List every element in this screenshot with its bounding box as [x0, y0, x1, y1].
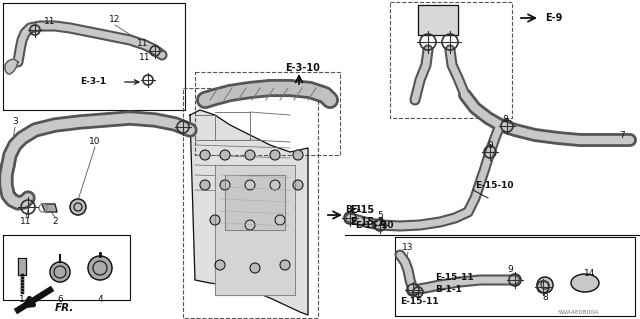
Text: 4: 4: [97, 295, 103, 305]
Text: 7: 7: [619, 130, 625, 139]
Text: B-1: B-1: [345, 205, 362, 214]
Text: E-3-10: E-3-10: [285, 63, 320, 73]
Text: 10: 10: [89, 137, 100, 146]
Text: 1: 1: [19, 295, 25, 305]
Text: 11: 11: [44, 18, 56, 26]
Text: 12: 12: [109, 16, 121, 25]
Circle shape: [210, 215, 220, 225]
Polygon shape: [215, 165, 295, 295]
Text: 9: 9: [487, 140, 493, 150]
Text: 13: 13: [403, 242, 413, 251]
Polygon shape: [190, 110, 308, 315]
Text: 5: 5: [377, 211, 383, 219]
Text: 11: 11: [20, 218, 32, 226]
Circle shape: [220, 180, 230, 190]
Polygon shape: [18, 258, 26, 275]
Text: 11: 11: [140, 54, 151, 63]
Text: B-1-1: B-1-1: [435, 286, 462, 294]
Text: 9: 9: [507, 265, 513, 275]
Circle shape: [50, 262, 70, 282]
Circle shape: [220, 150, 230, 160]
Text: E-15-11: E-15-11: [400, 298, 438, 307]
Text: E-15-10: E-15-10: [355, 220, 394, 229]
Polygon shape: [5, 59, 18, 74]
Text: 14: 14: [584, 269, 596, 278]
Text: 8: 8: [502, 115, 508, 124]
Circle shape: [245, 180, 255, 190]
Circle shape: [70, 199, 86, 215]
Circle shape: [537, 277, 553, 293]
Circle shape: [270, 180, 280, 190]
Text: 3: 3: [12, 117, 18, 127]
Circle shape: [215, 260, 225, 270]
Text: E-15: E-15: [350, 205, 374, 215]
Text: E-15-11: E-15-11: [435, 273, 474, 283]
Polygon shape: [42, 204, 57, 212]
Text: E-3-1: E-3-1: [80, 78, 106, 86]
Text: 11: 11: [137, 39, 148, 48]
Circle shape: [245, 150, 255, 160]
Ellipse shape: [571, 274, 599, 292]
Text: 2: 2: [52, 218, 58, 226]
Text: SWA4E0800A: SWA4E0800A: [558, 309, 600, 315]
Text: E-15-1: E-15-1: [350, 217, 385, 227]
Text: 6: 6: [57, 295, 63, 305]
Polygon shape: [418, 5, 458, 35]
Circle shape: [245, 220, 255, 230]
Circle shape: [293, 180, 303, 190]
Text: FR.: FR.: [55, 303, 74, 313]
Text: 8: 8: [542, 293, 548, 302]
Circle shape: [270, 150, 280, 160]
Circle shape: [280, 260, 290, 270]
Circle shape: [250, 263, 260, 273]
Text: E-15-10: E-15-10: [475, 181, 513, 189]
Circle shape: [275, 215, 285, 225]
Circle shape: [88, 256, 112, 280]
Text: E-9: E-9: [545, 13, 563, 23]
Circle shape: [200, 150, 210, 160]
Circle shape: [200, 180, 210, 190]
Polygon shape: [225, 175, 285, 230]
Circle shape: [293, 150, 303, 160]
